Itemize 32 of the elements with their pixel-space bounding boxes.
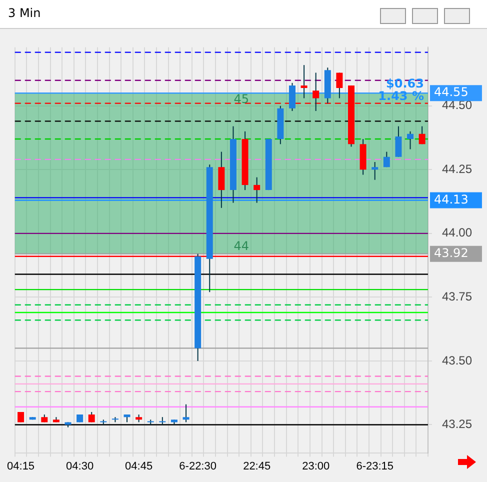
- candlestick: [336, 72, 343, 99]
- candlestick: [418, 126, 426, 145]
- annotation: 45: [234, 92, 250, 106]
- x-tick-label: 04:15: [7, 460, 35, 472]
- candlestick: [395, 126, 402, 158]
- candlestick: [383, 151, 390, 168]
- x-tick-label: 23:00: [302, 460, 330, 472]
- candlestick: [372, 161, 378, 180]
- x-tick-label: 22:45: [243, 460, 271, 472]
- ref-line-label: 44.55: [434, 85, 468, 100]
- annotation: 44: [234, 238, 250, 253]
- ref-line-label: 44.13: [434, 192, 468, 206]
- y-tick-label: 44.50: [442, 98, 472, 112]
- y-tick-label: 43.75: [442, 290, 472, 304]
- y-tick-label: 44.25: [442, 162, 472, 176]
- candlestick: [254, 176, 260, 204]
- ref-line-label: 43.92: [434, 246, 468, 260]
- candlestick: [218, 151, 225, 208]
- chart-title: 3 Min: [8, 6, 41, 20]
- candlestick: [182, 404, 190, 423]
- candlestick: [300, 64, 308, 99]
- annotation: 1.43 %: [378, 89, 424, 104]
- candlestick: [407, 130, 414, 150]
- x-tick-label: 04:45: [125, 460, 153, 472]
- candlestick: [289, 82, 296, 112]
- x-tick-label: 6-23:15: [356, 460, 394, 472]
- annotation: $0.63: [386, 76, 424, 90]
- x-tick-label: 6-22:30: [179, 460, 216, 472]
- y-tick-label: 43.50: [442, 353, 472, 368]
- x-tick-label: 04:30: [66, 460, 94, 472]
- y-tick-label: 43.25: [442, 417, 472, 432]
- y-tick-label: 44.00: [442, 226, 472, 240]
